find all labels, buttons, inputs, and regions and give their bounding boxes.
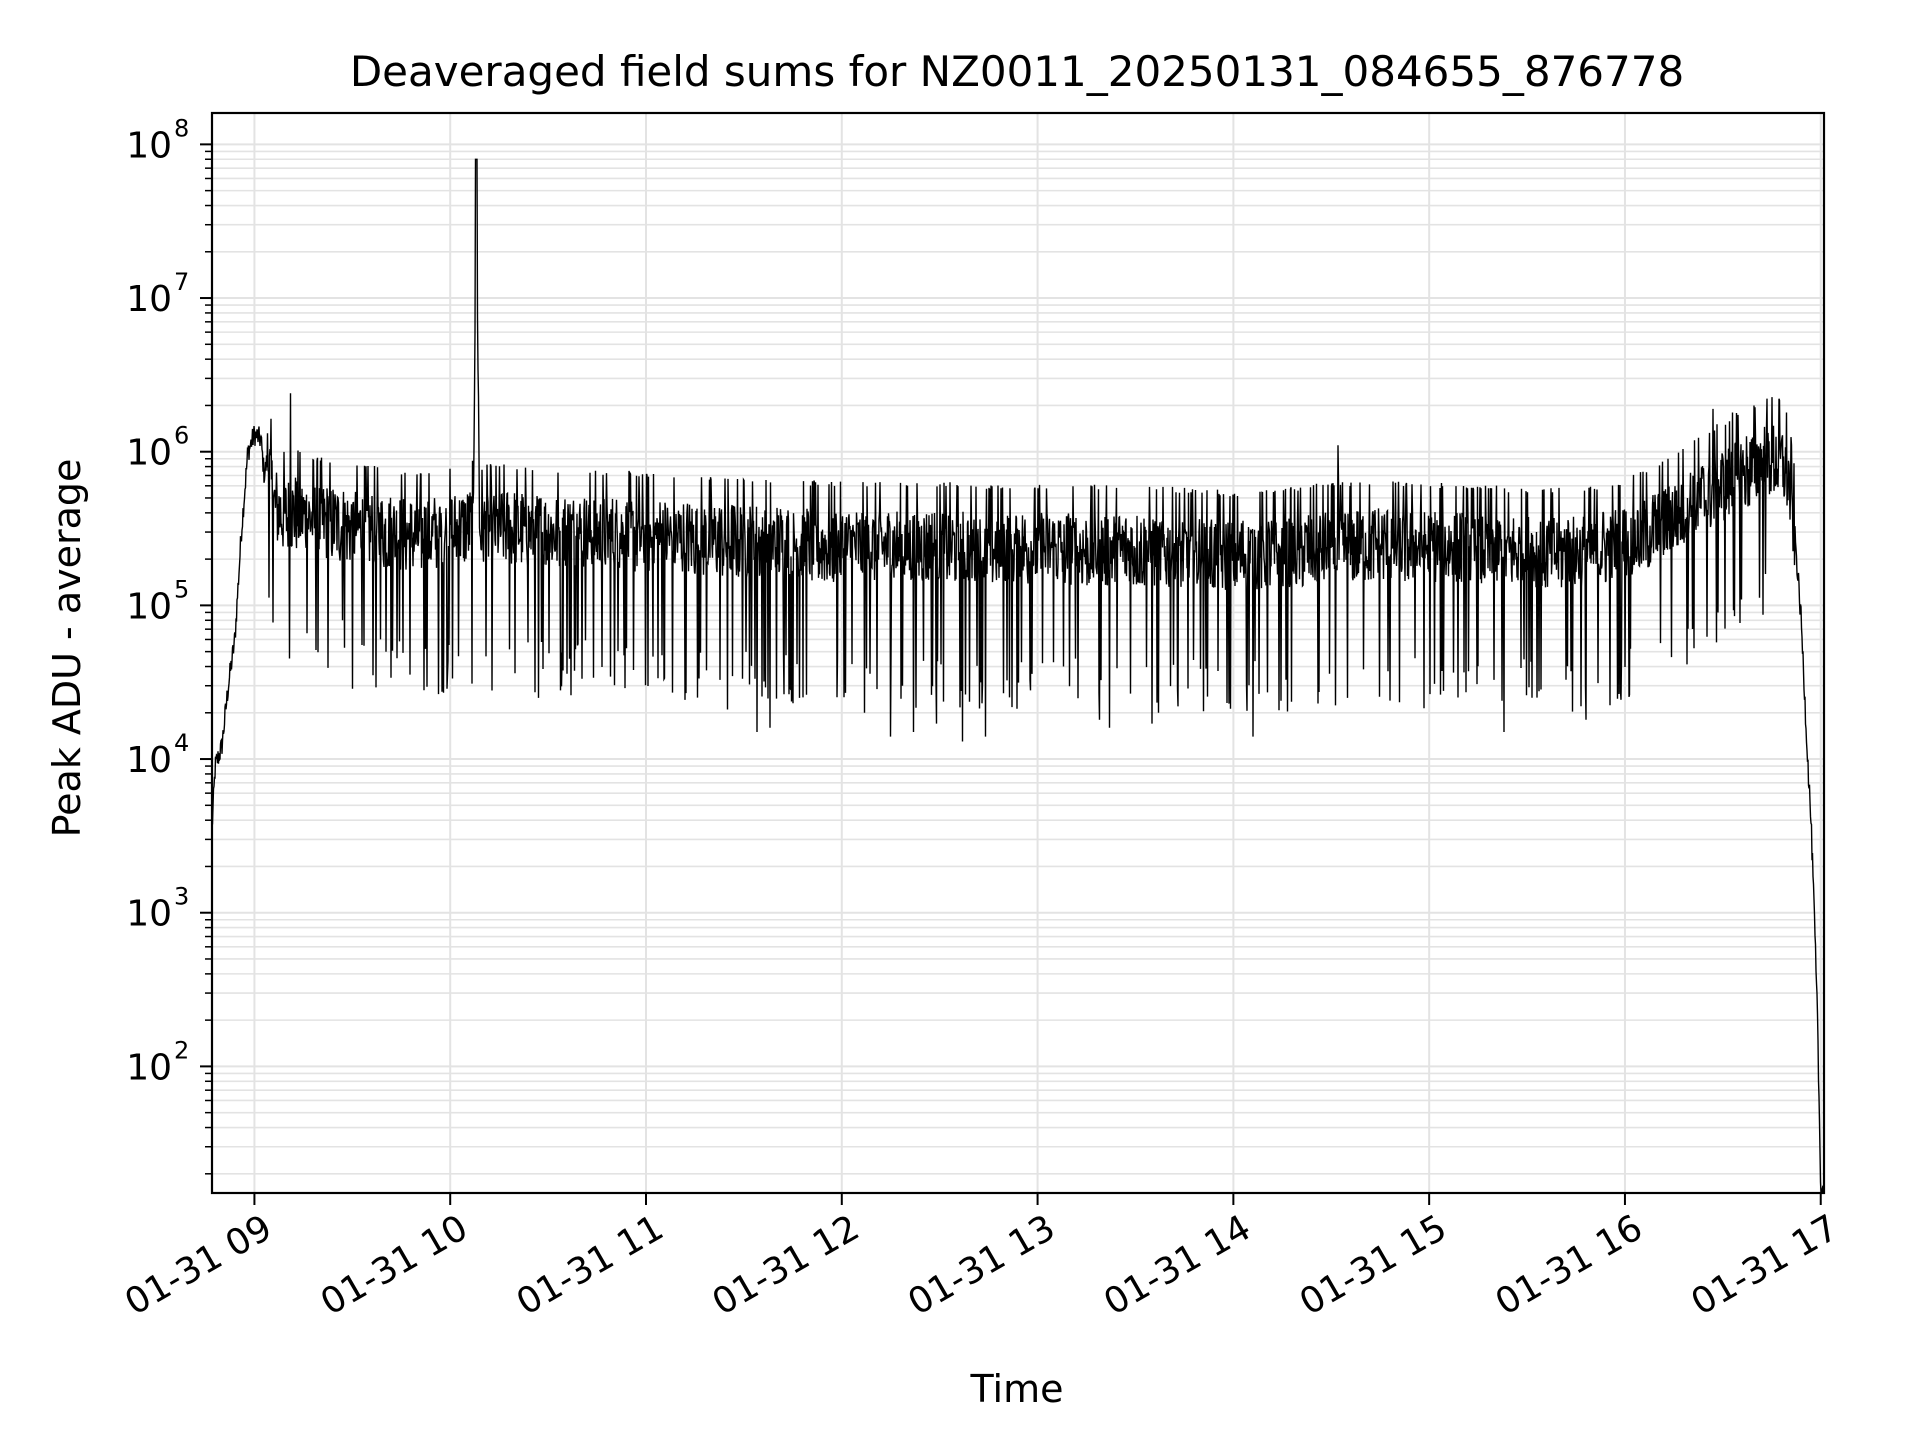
- y-tick-exponent: 4: [174, 729, 189, 757]
- y-tick-exponent: 2: [174, 1036, 189, 1064]
- grid: [212, 113, 1824, 1193]
- y-axis-label: Peak ADU - average: [45, 459, 89, 838]
- y-tick-base: 10: [126, 1047, 172, 1088]
- y-tick-base: 10: [126, 740, 172, 781]
- plot-area: [211, 158, 1825, 1194]
- y-tick-exponent: 6: [174, 422, 189, 450]
- axes-frame: [210, 111, 1826, 1195]
- y-tick-base: 10: [126, 279, 172, 320]
- y-tick-label: 10: [126, 586, 172, 627]
- y-tick-base: 10: [126, 894, 172, 935]
- series-line: [211, 158, 1825, 1194]
- y-tick-base: 10: [126, 125, 172, 166]
- y-tick-exponent: 3: [174, 883, 189, 911]
- y-tick-exponent: 8: [174, 114, 189, 142]
- y-tick-base: 10: [126, 433, 172, 474]
- y-tick-label: 10: [126, 894, 172, 935]
- y-tick-label: 10: [126, 433, 172, 474]
- y-tick-exponent: 5: [174, 575, 189, 603]
- y-tick-label: 10: [126, 279, 172, 320]
- x-axis-label: Time: [970, 1367, 1064, 1411]
- y-tick-exponent: 7: [174, 268, 189, 296]
- y-tick-label: 10: [126, 125, 172, 166]
- y-tick-label: 10: [126, 1047, 172, 1088]
- chart-title: Deaveraged field sums for NZ0011_2025013…: [350, 47, 1684, 96]
- y-tick-base: 10: [126, 586, 172, 627]
- y-tick-label: 10: [126, 740, 172, 781]
